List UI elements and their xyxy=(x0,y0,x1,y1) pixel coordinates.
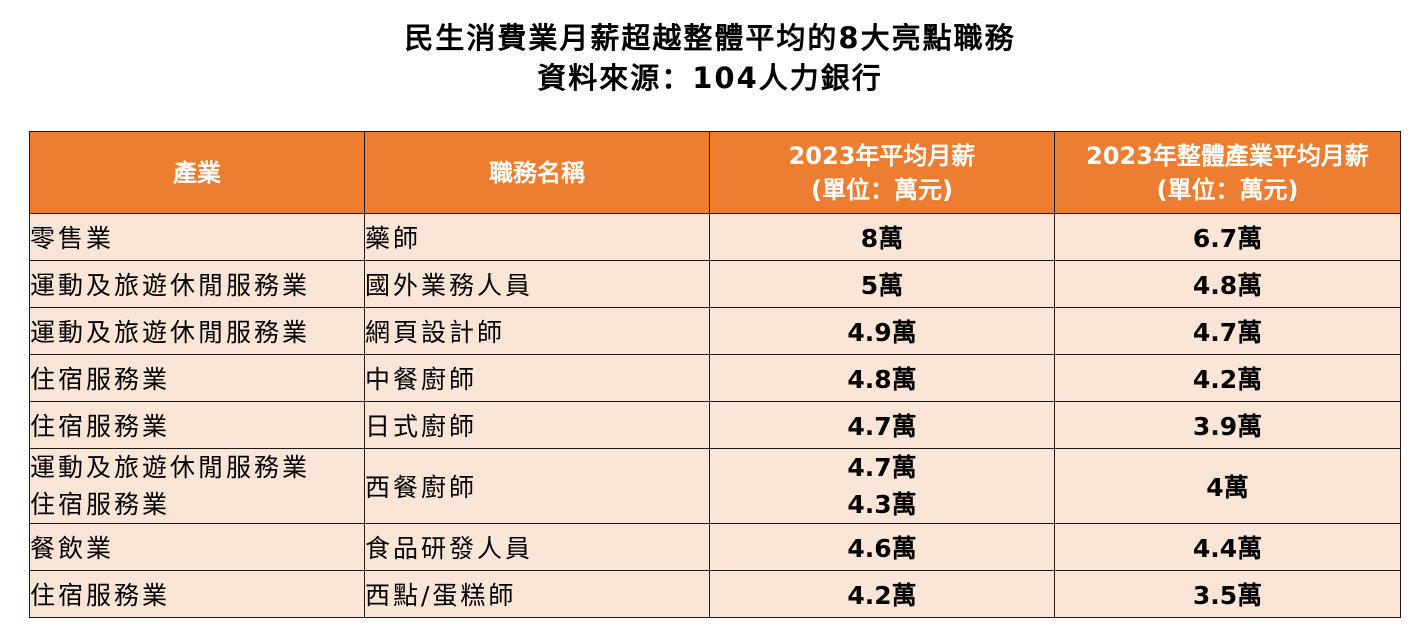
table-header: 產業 職務名稱 2023年平均月薪 (單位：萬元) 2023年整體產業平均月薪 … xyxy=(29,131,1401,214)
salary-table: 產業 職務名稱 2023年平均月薪 (單位：萬元) 2023年整體產業平均月薪 … xyxy=(29,131,1401,618)
cell-avg-salary: 4.2萬 xyxy=(709,570,1055,618)
industry-text: 住宿服務業 xyxy=(30,581,171,610)
header-row: 產業 職務名稱 2023年平均月薪 (單位：萬元) 2023年整體產業平均月薪 … xyxy=(29,131,1401,214)
table-row: 餐飲業 食品研發人員 4.6萬 4.4萬 xyxy=(29,523,1401,571)
avg-salary-value: 4.7萬 xyxy=(847,453,917,482)
header-avg-salary: 2023年平均月薪 (單位：萬元) xyxy=(709,131,1055,214)
cell-job: 食品研發人員 xyxy=(364,523,710,571)
header-avg-salary-line2: (單位：萬元) xyxy=(811,175,953,204)
avg-salary-value: 8萬 xyxy=(860,224,904,253)
table-row: 住宿服務業 日式廚師 4.7萬 3.9萬 xyxy=(29,401,1401,449)
cell-job: 國外業務人員 xyxy=(364,260,710,308)
cell-industry: 運動及旅遊休閒服務業 xyxy=(29,307,365,355)
avg-salary-value: 4.8萬 xyxy=(847,365,917,394)
header-overall-line1: 2023年整體產業平均月薪 xyxy=(1086,141,1369,170)
cell-avg-salary: 4.7萬 4.3萬 xyxy=(709,448,1055,524)
cell-overall-salary: 4萬 xyxy=(1054,448,1401,524)
cell-job: 網頁設計師 xyxy=(364,307,710,355)
page-title: 民生消費業月薪超越整體平均的8大亮點職務 資料來源：104人力銀行 xyxy=(0,18,1420,98)
table-body: 零售業 藥師 8萬 6.7萬 運動及旅遊休閒服務業 國外業務人員 5萬 4.8萬 運動及旅遊休閒… xyxy=(29,213,1401,618)
cell-industry: 住宿服務業 xyxy=(29,401,365,449)
industry-text: 運動及旅遊休閒服務業 xyxy=(30,318,311,347)
cell-overall-salary: 6.7萬 xyxy=(1054,213,1401,261)
cell-avg-salary: 5萬 xyxy=(709,260,1055,308)
table-row: 零售業 藥師 8萬 6.7萬 xyxy=(29,213,1401,261)
table-row: 運動及旅遊休閒服務業 住宿服務業 西餐廚師 4.7萬 4.3萬 4萬 xyxy=(29,448,1401,524)
avg-salary-value: 5萬 xyxy=(860,271,904,300)
cell-industry: 住宿服務業 xyxy=(29,354,365,402)
cell-job: 西點/蛋糕師 xyxy=(364,570,710,618)
table-row: 住宿服務業 中餐廚師 4.8萬 4.2萬 xyxy=(29,354,1401,402)
title-line-2: 資料來源：104人力銀行 xyxy=(537,61,883,95)
table-row: 運動及旅遊休閒服務業 國外業務人員 5萬 4.8萬 xyxy=(29,260,1401,308)
cell-industry: 運動及旅遊休閒服務業 住宿服務業 xyxy=(29,448,365,524)
cell-overall-salary: 4.7萬 xyxy=(1054,307,1401,355)
industry-text: 住宿服務業 xyxy=(30,365,171,394)
cell-avg-salary: 8萬 xyxy=(709,213,1055,261)
industry-text: 零售業 xyxy=(30,224,115,253)
cell-industry: 零售業 xyxy=(29,213,365,261)
title-line-1: 民生消費業月薪超越整體平均的8大亮點職務 xyxy=(404,21,1016,55)
cell-industry: 餐飲業 xyxy=(29,523,365,571)
cell-avg-salary: 4.6萬 xyxy=(709,523,1055,571)
avg-salary-value: 4.3萬 xyxy=(847,490,917,519)
cell-industry: 住宿服務業 xyxy=(29,570,365,618)
cell-overall-salary: 4.2萬 xyxy=(1054,354,1401,402)
industry-text: 住宿服務業 xyxy=(30,490,171,519)
cell-job: 藥師 xyxy=(364,213,710,261)
avg-salary-value: 4.6萬 xyxy=(847,534,917,563)
industry-text: 餐飲業 xyxy=(30,534,115,563)
industry-text: 運動及旅遊休閒服務業 xyxy=(30,271,311,300)
avg-salary-value: 4.2萬 xyxy=(847,581,917,610)
table-row: 運動及旅遊休閒服務業 網頁設計師 4.9萬 4.7萬 xyxy=(29,307,1401,355)
header-industry: 產業 xyxy=(29,131,365,214)
cell-overall-salary: 3.9萬 xyxy=(1054,401,1401,449)
cell-industry: 運動及旅遊休閒服務業 xyxy=(29,260,365,308)
cell-job: 西餐廚師 xyxy=(364,448,710,524)
cell-avg-salary: 4.8萬 xyxy=(709,354,1055,402)
cell-avg-salary: 4.9萬 xyxy=(709,307,1055,355)
cell-job: 日式廚師 xyxy=(364,401,710,449)
industry-text: 住宿服務業 xyxy=(30,412,171,441)
cell-job: 中餐廚師 xyxy=(364,354,710,402)
header-job: 職務名稱 xyxy=(364,131,710,214)
cell-overall-salary: 4.8萬 xyxy=(1054,260,1401,308)
avg-salary-value: 4.9萬 xyxy=(847,318,917,347)
industry-text: 運動及旅遊休閒服務業 xyxy=(30,453,311,482)
cell-avg-salary: 4.7萬 xyxy=(709,401,1055,449)
header-overall-salary: 2023年整體產業平均月薪 (單位：萬元) xyxy=(1054,131,1401,214)
avg-salary-value: 4.7萬 xyxy=(847,412,917,441)
header-avg-salary-line1: 2023年平均月薪 xyxy=(788,141,976,170)
table-row: 住宿服務業 西點/蛋糕師 4.2萬 3.5萬 xyxy=(29,570,1401,618)
cell-overall-salary: 4.4萬 xyxy=(1054,523,1401,571)
header-overall-line2: (單位：萬元) xyxy=(1156,175,1299,204)
cell-overall-salary: 3.5萬 xyxy=(1054,570,1401,618)
